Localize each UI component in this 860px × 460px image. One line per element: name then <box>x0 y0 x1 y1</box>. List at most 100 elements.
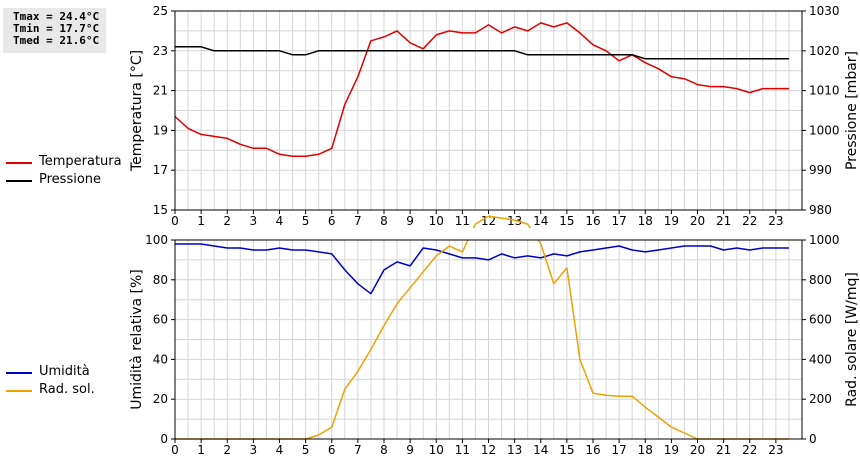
y2-tick-label: 1030 <box>809 4 840 18</box>
legend-swatch <box>6 162 32 164</box>
grid <box>174 239 803 440</box>
y-axis-title-left: Umidità relativa [%] <box>129 269 145 410</box>
x-tick-label: 23 <box>768 443 783 457</box>
y-tick-label: 20 <box>153 392 168 406</box>
x-tick-label: 5 <box>302 443 310 457</box>
chart-top: 0 1 2 3 4 5 6 7 8 9 10 11 12 13 14 15 16 17 18 19 20 21 22 2315… <box>129 0 860 228</box>
x-tick-label: 11 <box>455 214 470 228</box>
x-tick-label: 1 <box>197 443 205 457</box>
x-tick-label: 8 <box>380 214 388 228</box>
x-tick-label: 15 <box>559 214 574 228</box>
x-tick-label: 6 <box>328 443 336 457</box>
y-axis-title-right: Pressione [mbar] <box>844 51 860 170</box>
x-tick-label: 18 <box>638 443 653 457</box>
y-axis-left: 15 17 19 21 23 25 <box>153 4 175 217</box>
y2-tick-label: 600 <box>809 313 832 327</box>
x-tick-label: 9 <box>406 443 414 457</box>
tmed-text: Tmed = 21.6°C <box>13 34 100 47</box>
x-tick-label: 18 <box>638 214 653 228</box>
y-tick-label: 100 <box>145 233 168 247</box>
stats-box: Tmax = 24.4°C Tmin = 17.7°C Tmed = 21.6°… <box>3 8 106 53</box>
x-tick-label: 21 <box>716 443 731 457</box>
x-tick-label: 16 <box>585 443 600 457</box>
y2-tick-label: 1000 <box>809 233 840 247</box>
legend-swatch <box>6 180 32 182</box>
y-tick-label: 25 <box>153 4 168 18</box>
x-tick-label: 14 <box>533 214 548 228</box>
x-axis: 0 1 2 3 4 5 6 7 8 9 10 11 12 13 14 15 16 17 18 19 20 21 22 23 <box>171 210 784 228</box>
x-tick-label: 2 <box>223 214 231 228</box>
x-tick-label: 6 <box>328 214 336 228</box>
x-tick-label: 4 <box>276 214 284 228</box>
x-tick-label: 20 <box>690 443 705 457</box>
x-tick-label: 17 <box>611 443 626 457</box>
y2-tick-label: 1020 <box>809 44 840 58</box>
x-axis: 0 1 2 3 4 5 6 7 8 9 10 11 12 13 14 15 16 17 18 19 20 21 22 23 <box>171 439 784 457</box>
x-tick-label: 1 <box>197 214 205 228</box>
x-tick-label: 9 <box>406 214 414 228</box>
x-tick-label: 13 <box>507 443 522 457</box>
x-tick-label: 12 <box>481 214 496 228</box>
y-tick-label: 15 <box>153 203 168 217</box>
y-tick-label: 60 <box>153 313 168 327</box>
x-tick-label: 0 <box>171 443 179 457</box>
y-tick-label: 17 <box>153 163 168 177</box>
clip-cover <box>174 228 803 240</box>
x-tick-label: 22 <box>742 443 757 457</box>
x-tick-label: 5 <box>302 214 310 228</box>
y-tick-label: 0 <box>160 432 168 446</box>
y-tick-label: 80 <box>153 273 168 287</box>
y2-tick-label: 800 <box>809 273 832 287</box>
legend-label: Pressione <box>39 172 102 187</box>
series-line-temperatura <box>174 22 789 158</box>
y2-tick-label: 980 <box>809 203 832 217</box>
y2-tick-label: 200 <box>809 392 832 406</box>
y-tick-label: 23 <box>153 44 168 58</box>
x-tick-label: 13 <box>507 214 522 228</box>
legend-swatch <box>6 390 32 392</box>
y-axis-title-left: Temperatura [°C] <box>129 50 145 172</box>
y-tick-label: 19 <box>153 123 168 137</box>
x-tick-label: 4 <box>276 443 284 457</box>
x-tick-label: 3 <box>250 443 258 457</box>
y-axis-title-right: Rad. solare [W/mq] <box>844 272 860 407</box>
y2-tick-label: 0 <box>809 432 817 446</box>
x-tick-label: 0 <box>171 214 179 228</box>
x-tick-label: 12 <box>481 443 496 457</box>
x-tick-label: 7 <box>354 443 362 457</box>
x-tick-label: 21 <box>716 214 731 228</box>
x-tick-label: 11 <box>455 443 470 457</box>
y2-tick-label: 990 <box>809 163 832 177</box>
x-tick-label: 19 <box>664 214 679 228</box>
legend-swatch <box>6 372 32 374</box>
x-tick-label: 17 <box>611 214 626 228</box>
x-tick-label: 22 <box>742 214 757 228</box>
y2-tick-label: 1000 <box>809 123 840 137</box>
x-tick-label: 19 <box>664 443 679 457</box>
x-tick-label: 20 <box>690 214 705 228</box>
x-tick-label: 16 <box>585 214 600 228</box>
x-tick-label: 7 <box>354 214 362 228</box>
series-line-umidit <box>175 243 789 295</box>
x-tick-label: 14 <box>533 443 548 457</box>
x-tick-label: 15 <box>559 443 574 457</box>
x-tick-label: 23 <box>768 214 783 228</box>
chart-bottom: 0 1 2 3 4 5 6 7 8 9 10 11 12 13 14 15 16 17 18 19 20 21 22 2302… <box>129 215 860 457</box>
legend-label: Umidità <box>39 364 90 379</box>
x-tick-label: 10 <box>429 214 444 228</box>
series-line-pressione <box>175 46 789 60</box>
y-tick-label: 21 <box>153 84 168 98</box>
x-tick-label: 3 <box>250 214 258 228</box>
y-axis-right: 980 990 1000 1010 1020 1030 <box>802 4 840 217</box>
tmax-text: Tmax = 24.4°C <box>13 10 100 23</box>
x-tick-label: 8 <box>380 443 388 457</box>
tmin-text: Tmin = 17.7°C <box>13 22 100 35</box>
y2-tick-label: 1010 <box>809 84 840 98</box>
clip-cover <box>174 0 803 11</box>
legend-label: Rad. sol. <box>39 382 95 397</box>
y2-tick-label: 400 <box>809 352 832 366</box>
y-axis-right: 0 200 400 600 800 1000 <box>802 233 840 446</box>
legend-label: Temperatura <box>39 154 122 169</box>
y-axis-left: 0 20 40 60 80 100 <box>145 233 175 446</box>
